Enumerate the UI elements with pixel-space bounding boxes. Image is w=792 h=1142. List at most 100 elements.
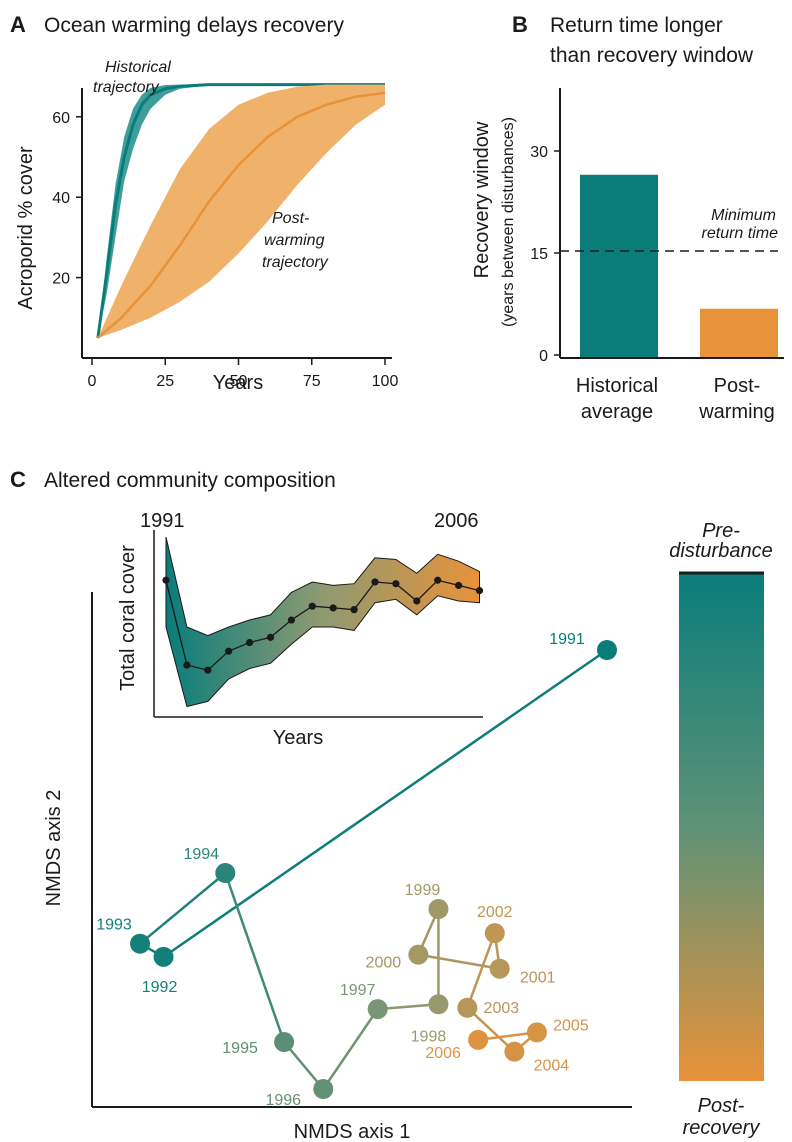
nmds-point-label-2000: 2000 <box>366 955 402 972</box>
post-warming-label-line2: warming <box>264 232 325 249</box>
inset-point-2001 <box>371 578 379 586</box>
bar-post-warming <box>700 308 778 358</box>
inset-cover-line <box>165 579 480 671</box>
nmds-point-2003 <box>457 997 478 1018</box>
nmds-point-label-1993: 1993 <box>96 917 132 934</box>
colorbar-bottom-label-line2: recovery <box>683 1117 761 1139</box>
panel-b-y-label-line1: Recovery window <box>471 121 493 278</box>
inset-point-1993 <box>204 666 212 674</box>
post-warming-label-line1: Post- <box>272 210 309 227</box>
nmds-point-label-2004: 2004 <box>534 1058 570 1075</box>
panel-c-y-label: NMDS axis 2 <box>43 790 65 907</box>
inset-start-year-label: 1991 <box>140 510 185 532</box>
inset-point-1992 <box>183 661 191 669</box>
nmds-point-1993 <box>130 933 151 954</box>
inset-point-1994 <box>225 647 233 655</box>
nmds-point-2000 <box>408 944 429 965</box>
panel-b-title-line2: than recovery window <box>550 44 754 67</box>
colorbar <box>679 573 764 1081</box>
nmds-point-label-2005: 2005 <box>553 1017 589 1034</box>
panel-b-letter: B <box>512 12 528 37</box>
inset-point-2005 <box>455 581 463 590</box>
trajectory-segment-2003-2004 <box>466 1006 516 1053</box>
panel-a-x-tick-label: 50 <box>230 373 248 390</box>
nmds-point-label-1995: 1995 <box>222 1040 258 1057</box>
panel-b-y-tick-label: 15 <box>530 246 548 263</box>
nmds-point-1994 <box>215 863 236 884</box>
panel-c-title: Altered community composition <box>44 469 336 492</box>
post-warming-confidence-band <box>97 84 386 338</box>
category-label-post-line2: warming <box>698 401 775 423</box>
trajectory-segment-2002-2003 <box>466 932 496 1009</box>
historical-trajectory-label-line1: Historical <box>105 59 171 76</box>
nmds-point-label-1999: 1999 <box>405 882 441 899</box>
panel-a-y-tick-label: 20 <box>52 271 70 288</box>
inset-point-1996 <box>266 633 275 641</box>
panel-a-x-tick-label: 0 <box>88 373 97 390</box>
trajectory-segment-1991-1992 <box>162 648 608 958</box>
panel-c: C Altered community composition NMDS axi… <box>10 467 773 1142</box>
nmds-point-label-1991: 1991 <box>549 631 585 648</box>
nmds-point-label-2003: 2003 <box>484 1000 520 1017</box>
trajectory-segment-1994-1995 <box>224 872 286 1043</box>
nmds-point-2005 <box>526 1022 547 1043</box>
panel-b-title-line1: Return time longer <box>550 14 723 37</box>
inset-point-2003 <box>413 597 421 605</box>
panel-a-letter: A <box>10 12 26 37</box>
nmds-point-label-2001: 2001 <box>520 970 556 987</box>
trajectory-segment-1995-1996 <box>283 1041 325 1090</box>
nmds-point-1992 <box>153 946 174 967</box>
panel-a-x-ticks: 0 25 50 75 100 <box>88 358 399 390</box>
threshold-label-line2: return time <box>702 225 779 242</box>
trajectory-segment-2000-2001 <box>418 953 500 970</box>
nmds-point-label-2002: 2002 <box>477 904 513 921</box>
colorbar-top-label-line2: disturbance <box>669 540 772 562</box>
inset-point-1998 <box>308 602 316 610</box>
nmds-point-label-1996: 1996 <box>265 1092 301 1109</box>
inset-point-1997 <box>287 616 295 624</box>
inset-point-1995 <box>246 638 254 647</box>
inset-point-1999 <box>329 604 337 612</box>
panel-b-bars <box>580 174 778 358</box>
nmds-point-1996 <box>313 1079 334 1099</box>
inset-cover-band <box>165 536 480 708</box>
panel-a-x-tick-label: 100 <box>372 373 399 390</box>
panel-a-x-label: Years <box>213 372 263 394</box>
trajectory-segment-1997-1998 <box>377 1003 439 1011</box>
inset-point-1991 <box>162 576 170 584</box>
inset-end-year-label: 2006 <box>434 510 479 532</box>
threshold-label-line1: Minimum <box>711 207 776 224</box>
category-label-post-line1: Post- <box>714 375 761 397</box>
category-label-historical-line2: average <box>581 401 653 423</box>
panel-a-plot-area <box>96 83 386 339</box>
panel-a-x-tick-label: 25 <box>156 373 174 390</box>
nmds-point-label-1998: 1998 <box>411 1028 447 1045</box>
nmds-point-2006 <box>468 1029 489 1050</box>
panel-c-letter: C <box>10 467 26 492</box>
nmds-point-label-1994: 1994 <box>183 846 219 863</box>
nmds-point-1998 <box>428 994 449 1015</box>
panel-b-y-tick-label: 0 <box>539 348 548 365</box>
panel-a: A Ocean warming delays recovery 0 25 50 75 1… <box>10 12 398 394</box>
nmds-trajectory: 1991 1992 1993 1994 1995 1996 1997 1998 1999 2000… <box>96 631 617 1109</box>
inset-point-2002 <box>392 580 400 588</box>
nmds-point-2002 <box>484 923 505 944</box>
panel-b: B Return time longer than recovery windo… <box>471 12 784 423</box>
nmds-point-1995 <box>274 1032 295 1053</box>
panel-c-x-label: NMDS axis 1 <box>294 1121 411 1142</box>
category-label-historical-line1: Historical <box>576 375 658 397</box>
inset-point-2004 <box>434 576 442 584</box>
colorbar-top-label-line1: Pre- <box>702 520 740 542</box>
panel-a-y-ticks: 20 40 60 <box>52 110 82 288</box>
post-warming-label-line3: trajectory <box>262 254 329 271</box>
inset-y-label: Total coral cover <box>117 545 139 691</box>
nmds-point-1999 <box>428 899 449 920</box>
panel-a-y-label: Acroporid % cover <box>15 146 37 310</box>
nmds-point-label-1992: 1992 <box>142 979 178 996</box>
post-warming-trajectory-line <box>97 91 386 339</box>
panel-a-x-tick-label: 75 <box>303 373 321 390</box>
nmds-point-2004 <box>504 1041 525 1062</box>
bar-historical-average <box>580 174 658 358</box>
inset-total-coral-cover <box>162 536 484 708</box>
